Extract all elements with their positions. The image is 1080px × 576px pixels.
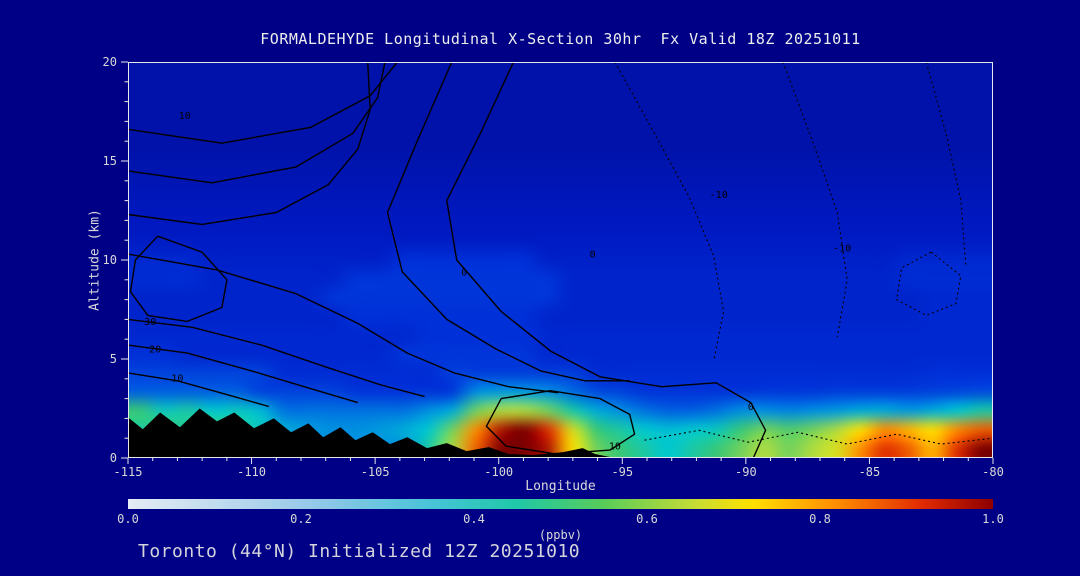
x-tick-label: -110 [237, 465, 266, 479]
x-tick-label: -95 [611, 465, 633, 479]
plot-area [128, 62, 993, 458]
x-tick-label: -105 [361, 465, 390, 479]
y-tick-label: 15 [103, 154, 117, 168]
x-tick-label: -100 [484, 465, 513, 479]
colorbar-tick-label: 0.4 [463, 512, 485, 526]
y-axis-label: Altitude (km) [87, 209, 103, 311]
x-tick-label: -90 [735, 465, 757, 479]
x-axis-label: Longitude [525, 479, 596, 494]
colorbar-tick-labels: 0.0 0.2 0.4 0.6 0.8 1.0 [117, 512, 1004, 526]
y-tick-label: 10 [103, 253, 117, 267]
colorbar-tick-label: 1.0 [982, 512, 1004, 526]
colorbar-tick-label: 0.2 [290, 512, 312, 526]
colorbar-tick-label: 0.6 [636, 512, 658, 526]
chart-title: FORMALDEHYDE Longitudinal X-Section 30hr… [260, 30, 861, 48]
x-tick-label: -85 [859, 465, 881, 479]
y-tick-label: 5 [110, 352, 117, 366]
run-info-caption: Toronto (44°N) Initialized 12Z 20251010 [138, 541, 581, 562]
heatmap-canvas [128, 62, 993, 458]
colorbar-tick-label: 0.8 [809, 512, 831, 526]
x-tick-label: -80 [982, 465, 1004, 479]
colorbar-unit-label: (ppbv) [538, 528, 583, 542]
colorbar-tick-label: 0.0 [117, 512, 139, 526]
y-tick-label: 20 [103, 55, 117, 69]
x-tick-label: -115 [114, 465, 143, 479]
colorbar [128, 499, 993, 509]
y-tick-label: 0 [110, 451, 117, 465]
